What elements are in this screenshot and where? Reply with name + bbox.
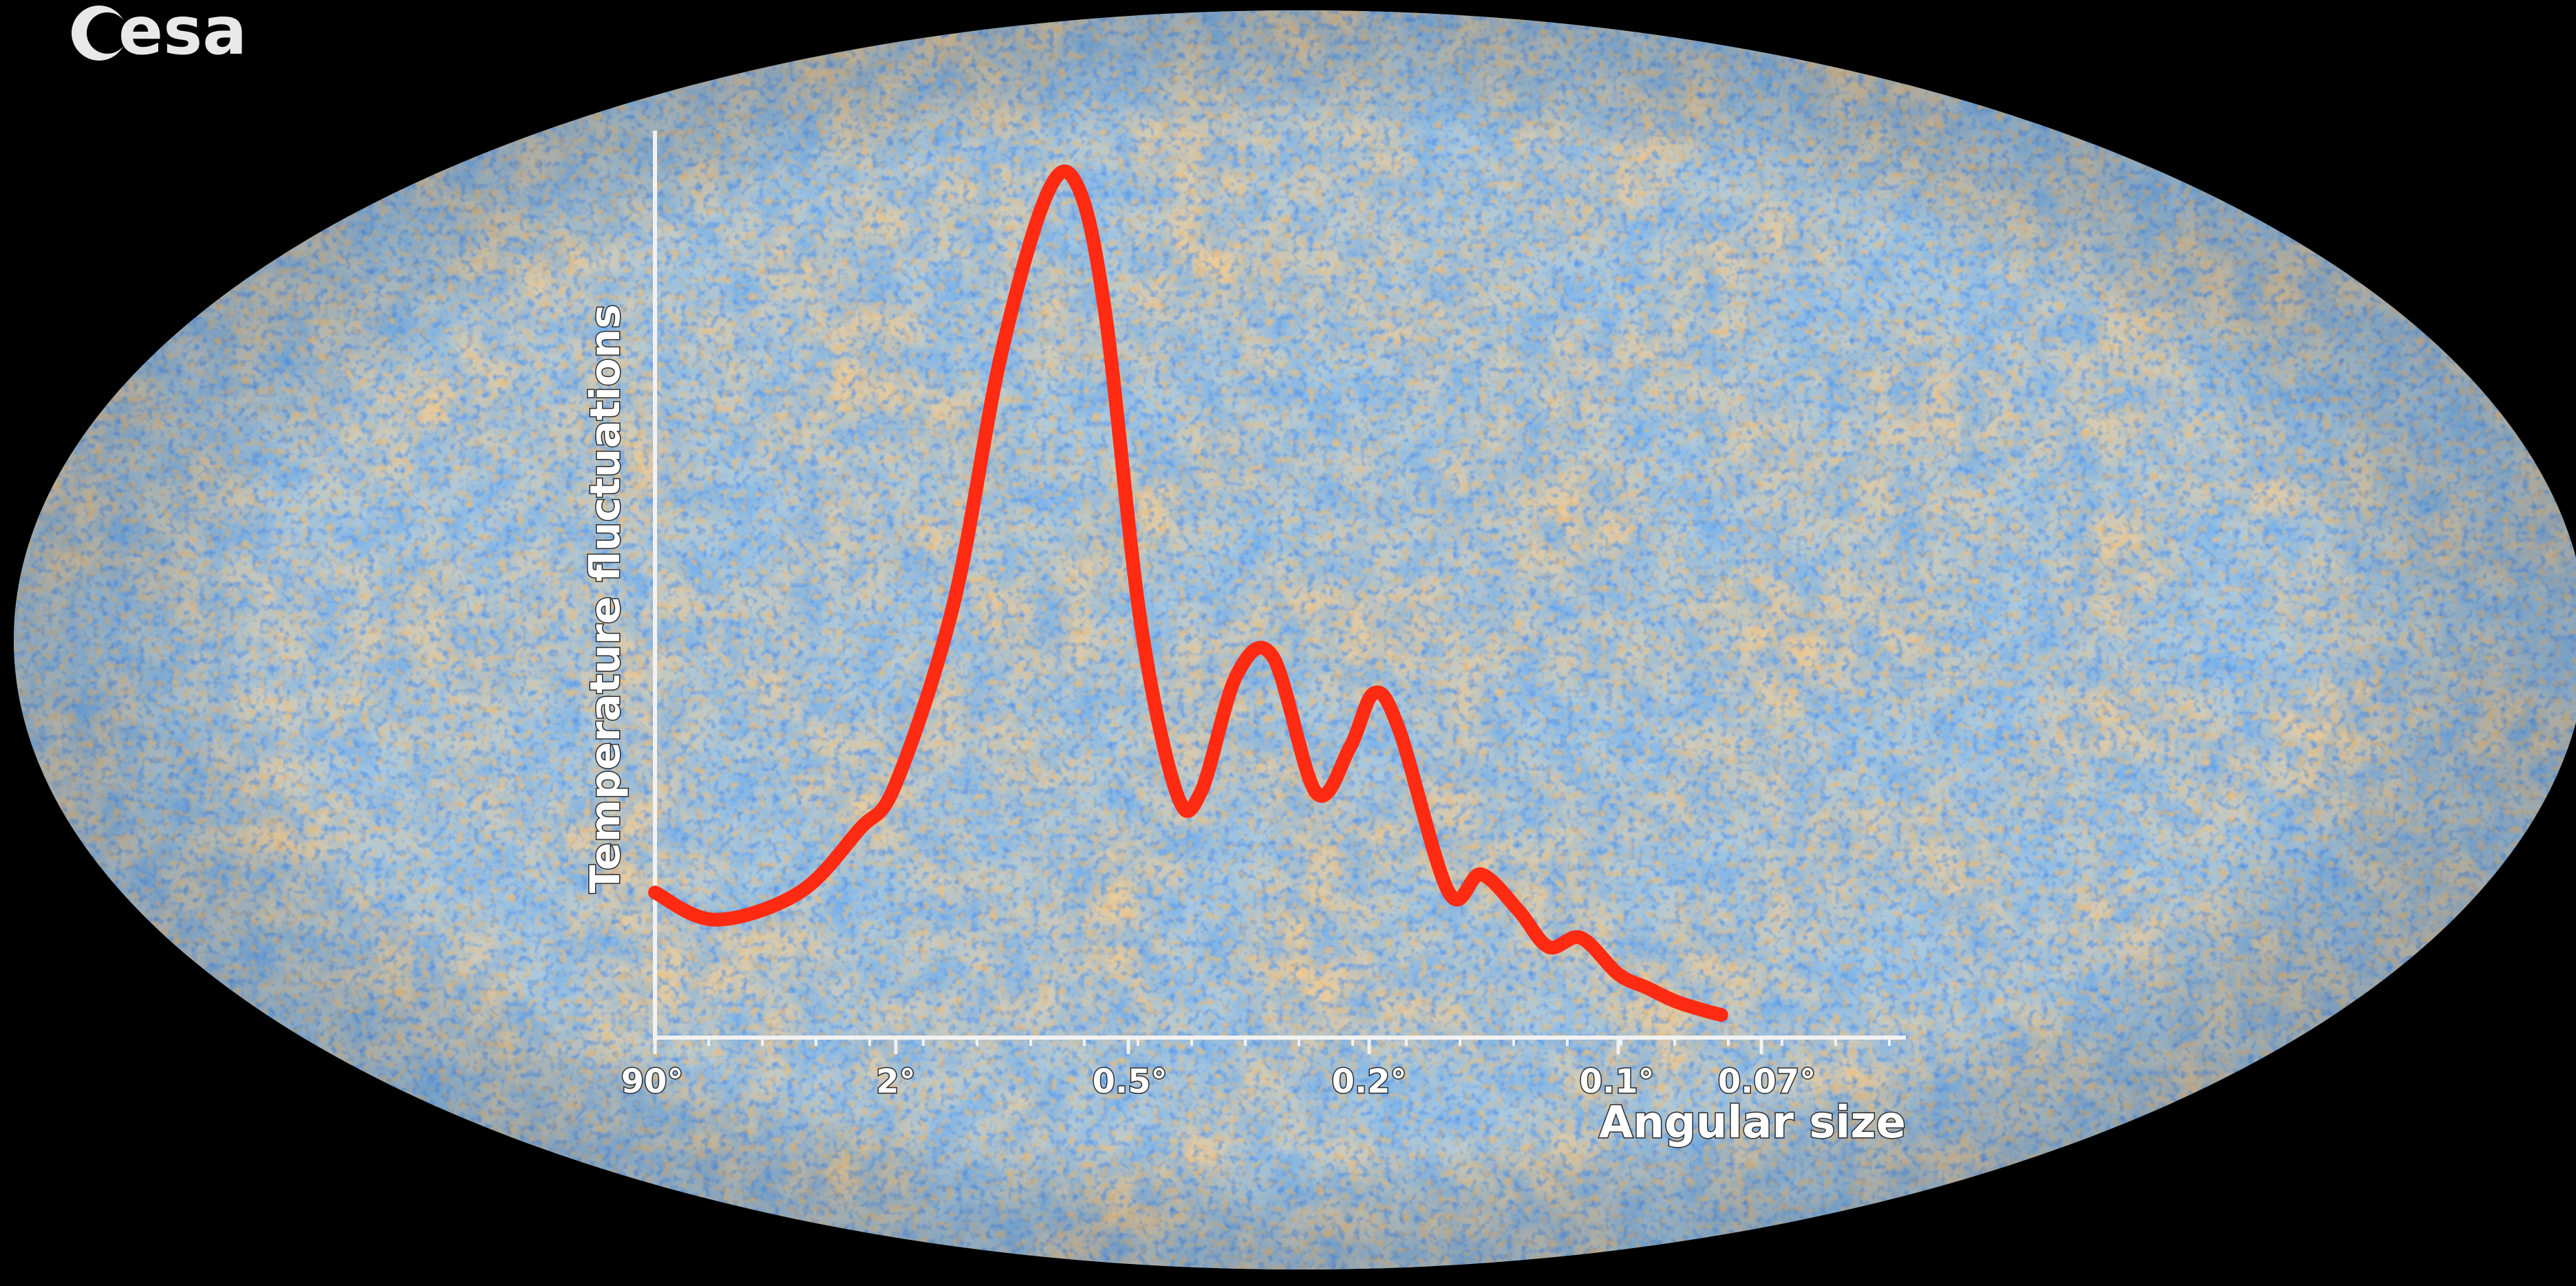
esa-logo-text: esa (118, 0, 247, 69)
x-tick-label: 0.2° (1331, 1062, 1406, 1101)
x-tick-label: 0.1° (1579, 1062, 1654, 1101)
y-axis-label: Temperature fluctuations (581, 304, 630, 893)
x-tick-label: 2° (876, 1062, 915, 1101)
x-tick-label: 0.5° (1092, 1062, 1167, 1101)
x-axis-label: Angular size (1599, 1097, 1906, 1148)
x-tick-label: 0.07° (1718, 1062, 1816, 1101)
x-tick-label: 90° (621, 1062, 684, 1101)
esa-logo: esa (63, 0, 352, 76)
